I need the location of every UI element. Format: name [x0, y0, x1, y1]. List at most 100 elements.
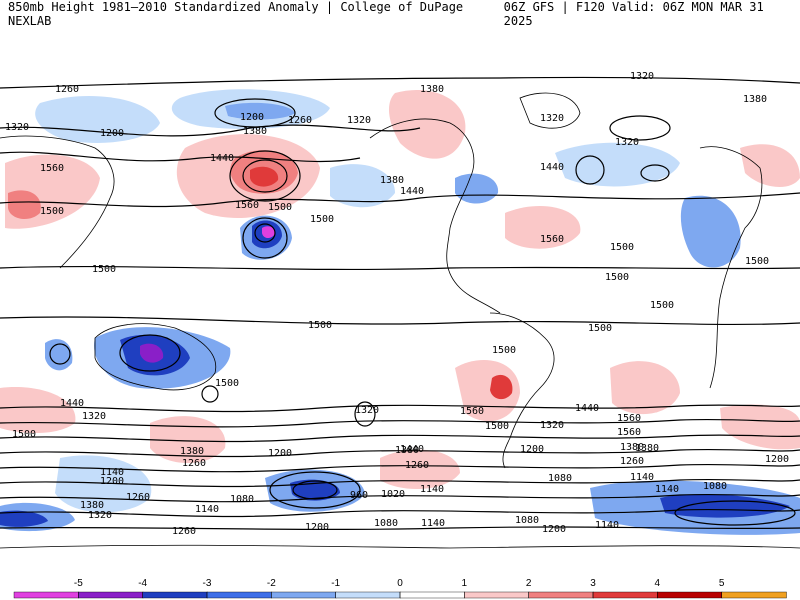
contour-line — [0, 526, 800, 531]
legend-tick-label: 4 — [655, 578, 661, 589]
contour-closed — [292, 480, 338, 500]
contour-label: 1140 — [595, 520, 619, 531]
contour-label: 1200 — [520, 444, 544, 455]
anomaly-neg-pacific-low-center — [262, 226, 276, 239]
contour-closed — [254, 223, 276, 243]
contour-line — [0, 76, 800, 89]
contour-label: 1500 — [485, 421, 509, 432]
contour-label: 1200 — [100, 476, 124, 487]
contour-label: 1320 — [615, 137, 639, 148]
contour-label: 1380 — [380, 175, 404, 186]
contour-label: 1380 — [80, 500, 104, 511]
contour-closed — [214, 98, 296, 128]
contour-label: 1560 — [540, 234, 564, 245]
contour-label: 1200 — [240, 112, 264, 123]
contour-label: 1500 — [215, 378, 239, 389]
contour-labels: 1260 1380 1200 1320 1200 1260 1380 1320 … — [5, 71, 789, 537]
contour-label: 1260 — [182, 458, 206, 469]
contour-label: 1440 — [400, 186, 424, 197]
anomaly-neg-southern-ocean-east-core — [660, 494, 790, 518]
anomaly-neg-north-atlantic — [555, 142, 680, 187]
contour-label: 1320 — [347, 115, 371, 126]
contour-line — [0, 192, 800, 208]
contour-closed — [242, 217, 288, 259]
contour-label: 1260 — [288, 115, 312, 126]
contour-closed — [674, 500, 796, 526]
contour-label: 1080 — [548, 473, 572, 484]
contour-label: 1560 — [460, 406, 484, 417]
contour-label: 1140 — [100, 467, 124, 478]
contour-label: 1500 — [605, 272, 629, 283]
legend-swatch — [592, 591, 659, 599]
contour-label: 1380 — [180, 446, 204, 457]
contour-label: 1320 — [5, 122, 29, 133]
contour-label: 1140 — [630, 472, 654, 483]
anomaly-pos-europe-east — [740, 144, 800, 188]
contour-label: 1200 — [100, 128, 124, 139]
contour-closed — [640, 164, 670, 182]
legend-swatch — [464, 591, 530, 599]
coast-asia — [0, 135, 115, 269]
contour-label: 1440 — [540, 162, 564, 173]
contour-label: 1560 — [617, 427, 641, 438]
contour-line — [0, 463, 800, 473]
contour-label: 1380 — [420, 84, 444, 95]
contour-label: 1560 — [617, 413, 641, 424]
contour-line — [0, 418, 800, 428]
contour-label: 1320 — [630, 71, 654, 82]
anomaly-pos-southern-band — [0, 387, 76, 433]
height-contours — [0, 76, 800, 531]
legend-swatch — [78, 591, 144, 599]
contour-label: 1320 — [355, 405, 379, 416]
legend-tick-label: 3 — [590, 578, 596, 589]
legend-tick-label: 2 — [526, 578, 532, 589]
contour-line — [0, 124, 421, 137]
legend-swatch — [528, 591, 594, 599]
contour-label: 1380 — [243, 126, 267, 137]
legend-tick-label: -5 — [74, 578, 83, 589]
legend-swatch — [206, 591, 273, 599]
contour-label: 1380 — [395, 445, 419, 456]
contour-closed — [201, 385, 219, 403]
contour-label: 1260 — [55, 84, 79, 95]
contour-label: 1500 — [92, 264, 116, 275]
contour-label: 1080 — [230, 494, 254, 505]
contour-label: 1500 — [268, 202, 292, 213]
contour-label: 1440 — [60, 398, 84, 409]
legend-swatch — [271, 591, 337, 599]
contour-label: 1380 — [635, 443, 659, 454]
contour-line — [0, 493, 800, 503]
contour-line — [0, 478, 800, 488]
contour-closed — [229, 150, 301, 202]
contour-closed — [242, 159, 288, 193]
legend-ticks: -5 -4 -3 -2 -1 0 1 2 3 4 5 — [74, 578, 725, 598]
anomaly-pos-south-atlantic — [610, 361, 680, 415]
anomaly-neg-gulf-alaska — [330, 164, 395, 208]
anomaly-pos-pacific-center — [250, 166, 279, 187]
anomaly-pos-atlantic — [505, 205, 581, 249]
contour-label: 1500 — [308, 320, 332, 331]
contour-line — [0, 508, 800, 518]
legend-tick-label: 5 — [719, 578, 725, 589]
contour-label: 1140 — [420, 484, 444, 495]
anomaly-neg-antarctic-west-core — [0, 510, 48, 527]
coastlines — [0, 92, 800, 549]
contour-label: 1260 — [172, 526, 196, 537]
contour-label: 1440 — [210, 153, 234, 164]
anomaly-pos-asia-core — [8, 190, 41, 220]
contour-closed — [49, 343, 71, 365]
legend-swatch — [657, 591, 723, 599]
legend-swatch — [335, 591, 401, 599]
contour-line — [0, 151, 361, 163]
legend-tick-label: 0 — [397, 578, 403, 589]
contour-label: 1500 — [310, 214, 334, 225]
model-run-info: 06Z GFS | F120 Valid: 06Z MON MAR 31 202… — [503, 0, 764, 28]
contour-label: 1260 — [126, 492, 150, 503]
contour-closed — [575, 155, 605, 185]
contour-label: 1380 — [743, 94, 767, 105]
contour-line — [0, 404, 800, 413]
anomaly-neg-australia-center — [140, 343, 164, 363]
coast-australia — [94, 323, 217, 391]
contour-label: 1440 — [400, 444, 424, 455]
legend-swatch — [13, 591, 80, 599]
